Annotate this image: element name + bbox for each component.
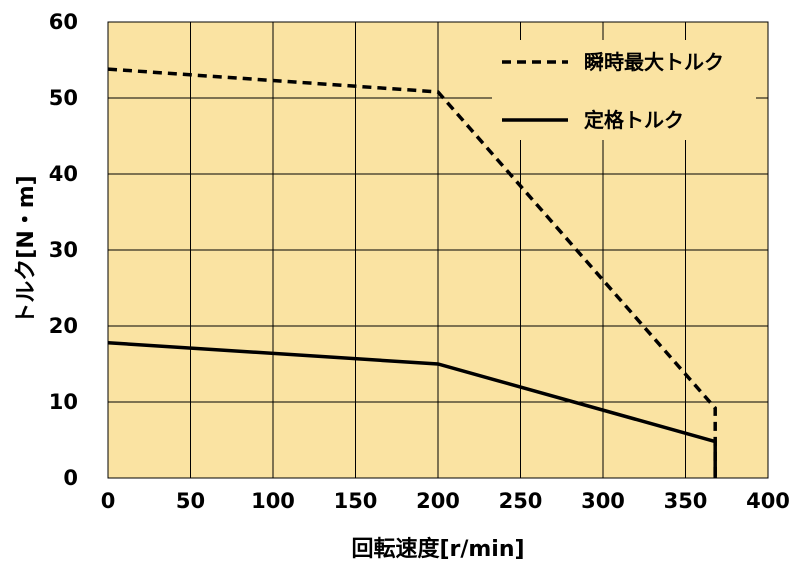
y-tick-label: 10 — [49, 390, 78, 414]
y-tick-label: 50 — [49, 86, 78, 110]
y-tick-label: 0 — [63, 466, 78, 490]
x-tick-label: 100 — [251, 489, 295, 513]
legend: 瞬時最大トルク 定格トルク — [492, 40, 756, 140]
x-axis-ticks: 0 50 100 150 200 250 300 350 400 — [101, 489, 790, 513]
x-tick-label: 200 — [416, 489, 460, 513]
y-axis-label: トルク[N・m] — [14, 175, 39, 324]
legend-label-rated-torque: 定格トルク — [584, 108, 684, 132]
x-axis-label: 回転速度[r/min] — [351, 536, 524, 562]
x-tick-label: 150 — [334, 489, 378, 513]
x-tick-label: 250 — [499, 489, 543, 513]
legend-label-max-torque: 瞬時最大トルク — [584, 50, 724, 74]
x-tick-label: 350 — [664, 489, 708, 513]
y-tick-label: 40 — [49, 162, 78, 186]
series-layer — [107, 67, 717, 478]
y-axis-ticks: 0 10 20 30 40 50 60 — [49, 10, 78, 490]
x-tick-label: 50 — [176, 489, 205, 513]
y-tick-label: 30 — [49, 238, 78, 262]
y-tick-label: 60 — [49, 10, 78, 34]
plot-frame — [107, 21, 769, 479]
x-tick-label: 300 — [581, 489, 625, 513]
x-tick-label: 0 — [101, 489, 116, 513]
legend-background — [492, 40, 756, 140]
y-tick-label: 20 — [49, 314, 78, 338]
x-tick-label: 400 — [746, 489, 790, 513]
series-line-1 — [107, 340, 717, 478]
